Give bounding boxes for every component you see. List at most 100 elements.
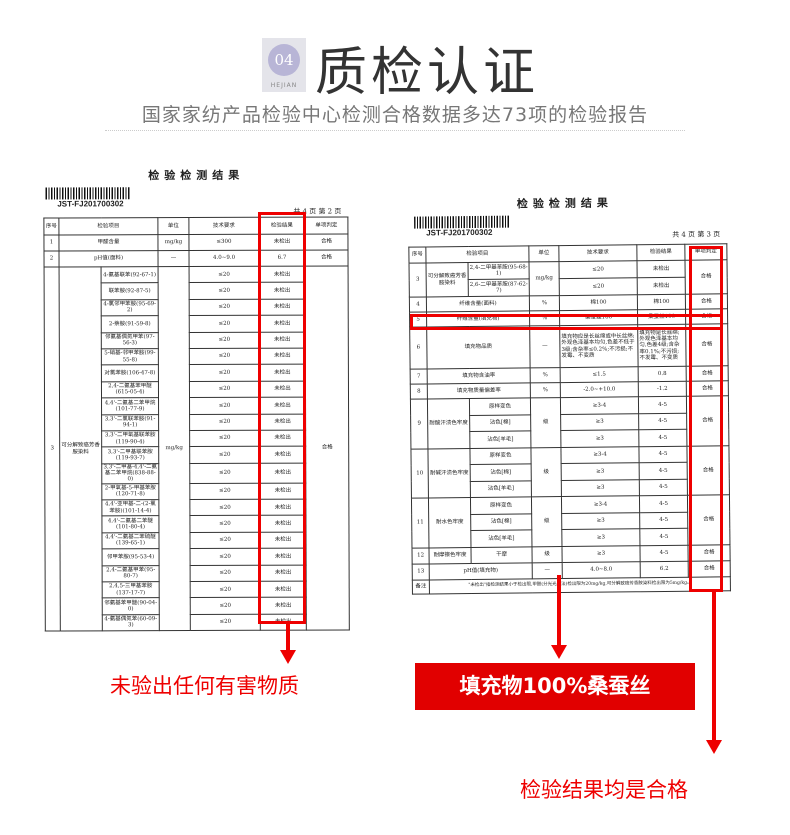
badge-subtitle: HEJIAN xyxy=(270,82,298,89)
cell: 级 xyxy=(531,546,563,563)
cell: 原样变色 xyxy=(470,496,532,515)
cell: 邻氨基苯甲醚(90-04-0) xyxy=(102,597,160,615)
cell: 沾色[羊毛] xyxy=(470,529,532,548)
cell: 沾色[棉] xyxy=(470,513,532,531)
cell: ≤20 xyxy=(189,381,260,398)
cell: 4,4'-二氨基二苯硫醚(139-65-1) xyxy=(101,532,160,550)
cell: ≥3 xyxy=(560,429,639,448)
cell: 2,4,5-三甲基苯胺(137-17-7) xyxy=(102,581,160,599)
cell: 4-5 xyxy=(639,544,689,562)
cell: 13 xyxy=(412,563,430,580)
cell: 级 xyxy=(531,496,562,547)
cell: 级 xyxy=(530,447,562,497)
cell: 合格 xyxy=(304,233,349,251)
cell: 0.8 xyxy=(638,366,687,382)
cell: 未检出 xyxy=(637,277,686,295)
results-table: 序号 检验项目 单位 技术要求 检验结果 单项判定 3 可分解致癌芳香胺染料 2… xyxy=(408,243,731,594)
cell: ≤300 xyxy=(188,234,260,251)
cell: 3,3'-二甲基-4,4'-二氨基二苯甲烷(838-88-0) xyxy=(101,463,159,484)
col-header: 序号 xyxy=(408,246,427,264)
cell: 原样变色 xyxy=(469,397,531,416)
cell: 4,4'-二氨基二苯甲烷(101-77-9) xyxy=(101,397,159,415)
cell: pH值(面料) xyxy=(58,250,159,267)
cell: 4,4'-二氨基二苯醚(101-80-4) xyxy=(101,516,159,533)
col-header: 单项判定 xyxy=(304,216,348,235)
cell: 4-5 xyxy=(639,495,688,513)
cell: ≤20 xyxy=(559,277,638,296)
cell: 10 xyxy=(410,448,429,499)
page-title: 质检认证 xyxy=(315,43,540,103)
cell: 棉100 xyxy=(637,294,686,310)
cell: — xyxy=(529,325,561,368)
cell: 12 xyxy=(411,547,430,564)
cell: ≤20 xyxy=(189,532,261,549)
cell: ≤20 xyxy=(189,515,260,533)
cell: 填充物品质 xyxy=(426,325,531,369)
cell: ≤20 xyxy=(189,413,260,431)
note-row: 备注 "未检出"指检测结果小于检出限,甲醛(分光光度法)检出限为20mg/kg,… xyxy=(412,576,731,594)
cell: % xyxy=(530,367,561,383)
cell: 级 xyxy=(530,397,561,448)
cell: 2,4-二氨基甲苯(95-80-7) xyxy=(102,565,160,582)
col-header: 检验项目 xyxy=(58,217,158,235)
cell: ≤1.5 xyxy=(560,366,639,383)
cell: mg/kg xyxy=(157,234,190,251)
cell: 2,4-二甲基苯胺(95-68-1) xyxy=(468,261,530,280)
cell: 4-5 xyxy=(639,511,688,529)
cell: 填充物应是长丝绵或中长丝绵;外观色泽基本均匀,色差不低于3级;含杂率≤0.2%;… xyxy=(559,324,639,368)
col-header: 技术要求 xyxy=(558,244,638,262)
barcode xyxy=(45,187,131,200)
cell: ≤20 xyxy=(190,564,261,582)
cell: ≥3 xyxy=(561,479,640,497)
cell: 3,3'-二甲氧基联苯胺(119-90-4) xyxy=(101,430,159,448)
cell: 未检出 xyxy=(637,260,686,278)
cell: 4 xyxy=(409,296,427,313)
cell: ≥3 xyxy=(560,413,639,431)
cell: 4.0~9.0 xyxy=(189,250,260,267)
cell: ≥3 xyxy=(561,462,640,481)
cell: 4,4'-亚甲基-二-(2-氯苯胺)(101-14-4) xyxy=(101,499,159,517)
arrow-middle xyxy=(557,575,561,647)
cell: 4-5 xyxy=(638,429,687,447)
cell: ≥3-4 xyxy=(560,396,639,415)
highlight-left-results xyxy=(258,212,306,624)
cell: ≤20 xyxy=(189,430,260,447)
col-header: 技术要求 xyxy=(188,217,259,235)
cell: -2.0~+10.0 xyxy=(560,381,639,398)
cell: ≤20 xyxy=(189,364,260,382)
cell: ≤20 xyxy=(189,462,260,484)
col-header: 检验项目 xyxy=(425,245,530,263)
cell: 4-氨基联苯(92-67-1) xyxy=(101,266,159,284)
cell: ≤20 xyxy=(190,597,261,615)
report-title: 检验检测结果 xyxy=(148,168,245,183)
col-header: 单位 xyxy=(157,217,189,235)
cell: 2,6-二甲基苯胺(87-62-7) xyxy=(468,278,530,297)
note-label: 备注 xyxy=(412,579,430,594)
cell: pH值(填充物) xyxy=(429,562,533,580)
cell: 可分解致癌芳香胺染料 xyxy=(59,266,103,632)
cell: 3,3'-二氯联苯胺(91-94-1) xyxy=(101,414,159,431)
cell: ≤20 xyxy=(189,397,260,415)
cell: 6.2 xyxy=(640,560,689,578)
highlight-right-verdicts xyxy=(689,246,723,592)
cell: 4-氨基偶氮苯(60-09-3) xyxy=(102,614,160,631)
arrowhead-right xyxy=(706,740,722,754)
cell: 耐碱汗渍色牢度 xyxy=(427,448,471,498)
cell: 4.0~8.0 xyxy=(562,561,641,579)
cell: 原样变色 xyxy=(469,447,532,465)
section-number: 04 xyxy=(268,44,300,76)
arrowhead-left xyxy=(280,650,296,664)
cell: 联苯胺(92-87-5) xyxy=(101,283,159,300)
cell: mg/kg xyxy=(529,261,560,296)
cell: 填充物质量偏差率 xyxy=(427,382,531,399)
highlight-filling-row xyxy=(410,314,723,330)
arrow-left xyxy=(286,624,290,652)
cell: ≤20 xyxy=(189,499,260,516)
cell: ≤20 xyxy=(189,315,260,333)
cell: 棉100 xyxy=(559,294,638,311)
cell: 填充物含油率 xyxy=(427,367,531,384)
cell: mg/kg xyxy=(158,266,191,631)
cell: 耐摩擦色牢度 xyxy=(428,547,472,564)
cell: 沾色[棉] xyxy=(470,463,532,482)
cell: 1 xyxy=(43,234,59,252)
